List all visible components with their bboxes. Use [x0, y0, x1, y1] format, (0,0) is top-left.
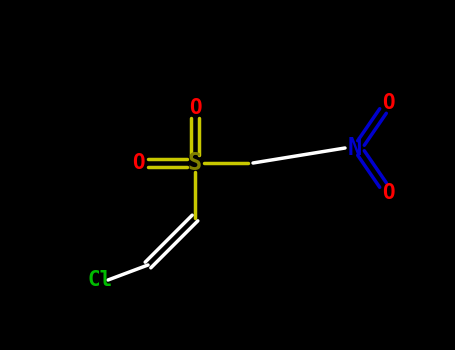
Text: O: O: [189, 98, 201, 118]
Text: N: N: [348, 136, 362, 160]
Text: Cl: Cl: [87, 270, 113, 290]
Text: O: O: [382, 183, 394, 203]
Text: O: O: [131, 153, 144, 173]
Text: O: O: [382, 93, 394, 113]
Text: S: S: [188, 151, 202, 175]
